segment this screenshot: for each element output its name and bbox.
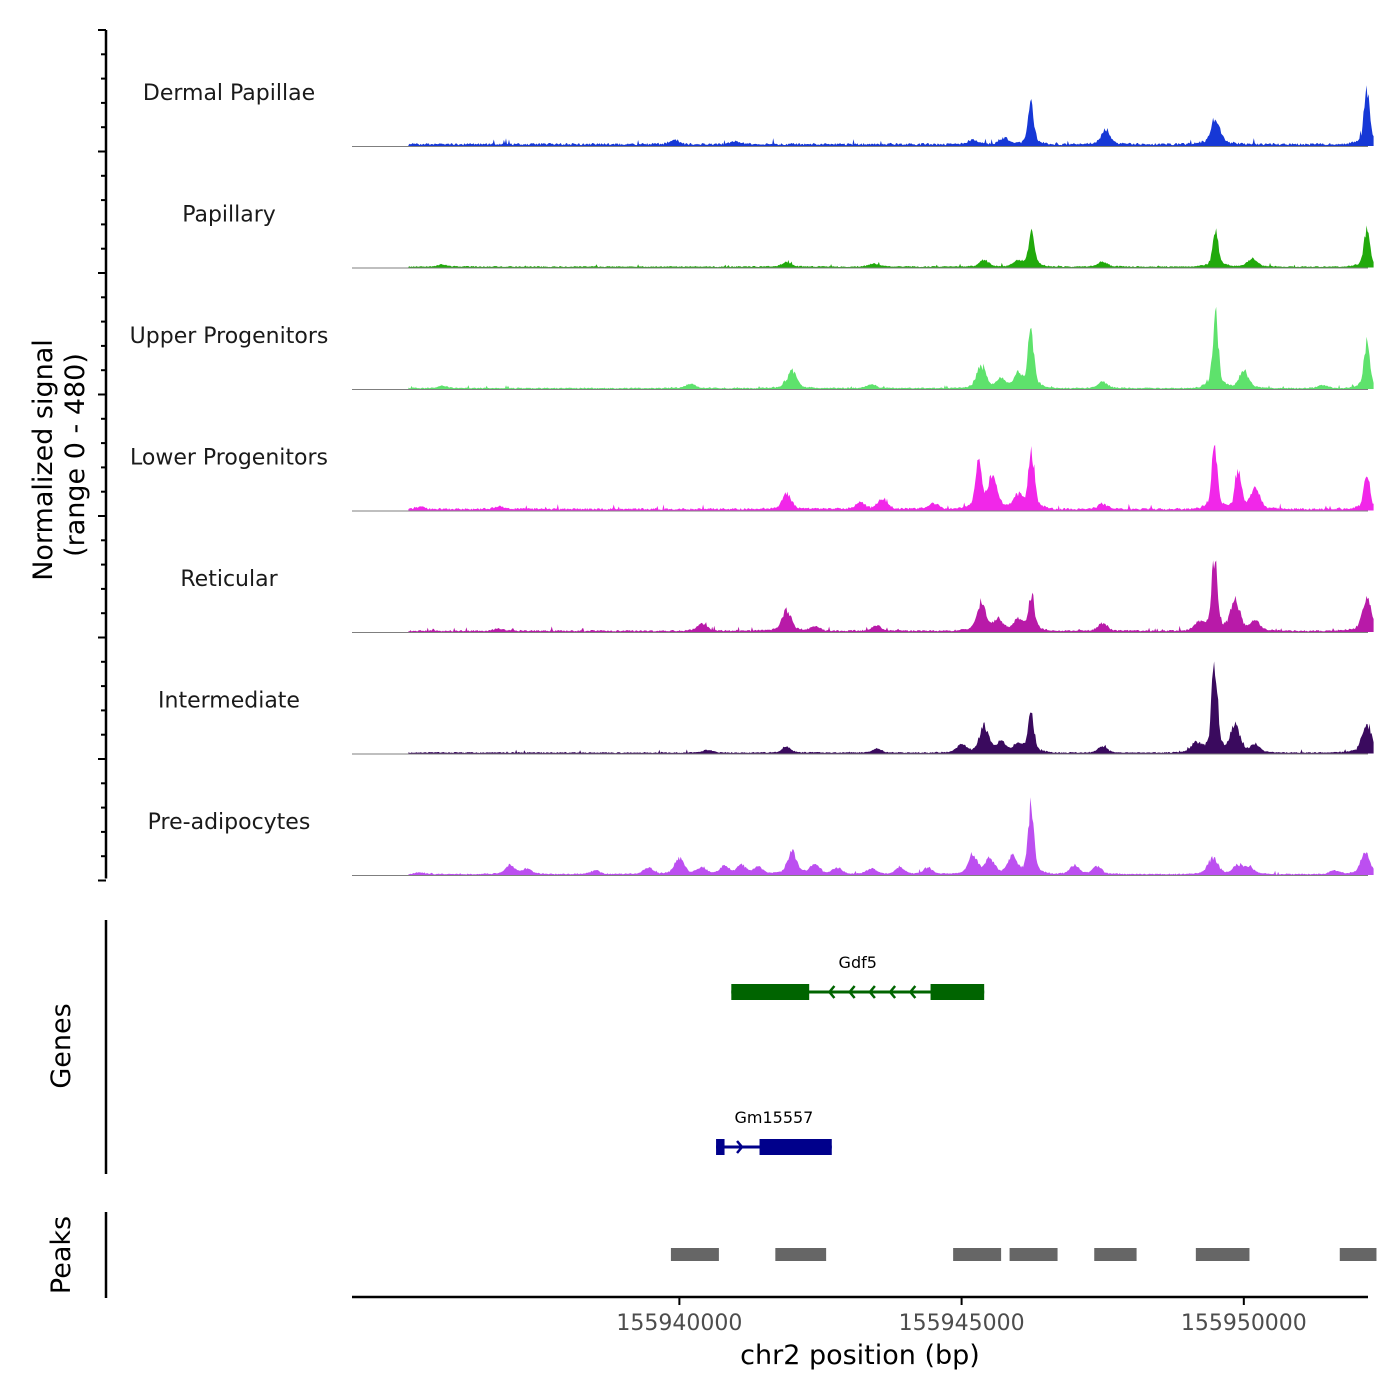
signal-area-4: [408, 560, 1374, 632]
x-tick-label: 155945000: [899, 1311, 1025, 1336]
genes-title: Genes: [46, 1003, 77, 1088]
track-label-2: Upper Progenitors: [130, 324, 329, 349]
y-axis-range: (range 0 - 480): [60, 353, 91, 557]
peaks-title: Peaks: [46, 1216, 77, 1294]
strand-arrow: [868, 985, 876, 999]
peak-region: [670, 1248, 719, 1261]
x-axis-title: chr2 position (bp): [740, 1340, 980, 1371]
signal-area-6: [408, 797, 1374, 875]
strand-arrow: [827, 985, 836, 999]
x-tick-label: 155950000: [1181, 1311, 1307, 1336]
peak-region: [1094, 1248, 1137, 1261]
signal-area-1: [408, 225, 1374, 268]
signal-area-0: [408, 85, 1374, 146]
track-label-6: Pre-adipocytes: [148, 810, 311, 835]
track-label-0: Dermal Papillae: [143, 81, 315, 106]
peak-region: [953, 1248, 1002, 1261]
track-label-1: Papillary: [182, 203, 276, 228]
peak-region: [1339, 1248, 1377, 1261]
track-label-5: Intermediate: [158, 689, 300, 714]
signal-tracks: [352, 85, 1374, 876]
track-labels: Dermal Papillae Papillary Upper Progenitor…: [130, 81, 329, 835]
peak-track: [104, 1212, 1377, 1298]
gene-track: Gdf5 Gm15557: [104, 920, 985, 1174]
x-tick-label: 155940000: [616, 1311, 742, 1336]
gene-exon: [759, 1139, 832, 1155]
strand-arrow: [736, 1140, 744, 1154]
peak-region: [1009, 1248, 1058, 1261]
strand-arrow: [908, 985, 917, 999]
gene-exon: [731, 984, 810, 1000]
gene-exon: [930, 984, 985, 1000]
signal-area-2: [408, 306, 1374, 389]
gene-name-1: Gm15557: [734, 1108, 813, 1127]
x-axis: 155940000 155945000 155950000: [352, 1295, 1368, 1336]
gene-name-0: Gdf5: [839, 953, 877, 972]
peak-region: [775, 1248, 827, 1261]
peak-region: [1195, 1248, 1250, 1261]
signal-area-3: [408, 444, 1374, 511]
track-label-3: Lower Progenitors: [130, 446, 328, 471]
strand-arrow: [848, 985, 856, 999]
gene-exon: [716, 1139, 725, 1155]
track-label-4: Reticular: [180, 567, 278, 592]
signal-area-5: [408, 661, 1374, 754]
y-axis-title: Normalized signal: [28, 339, 59, 581]
signal-axis: [98, 29, 108, 882]
strand-arrow: [888, 985, 897, 999]
